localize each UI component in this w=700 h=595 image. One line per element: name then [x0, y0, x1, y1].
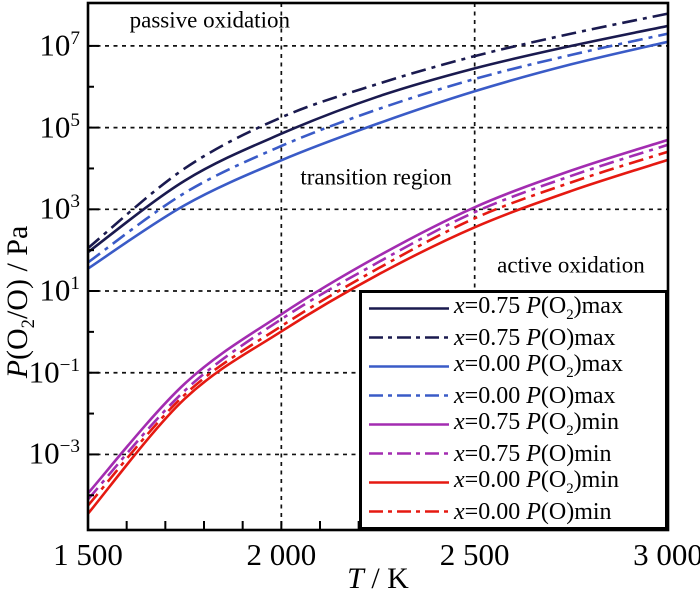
legend-swatch-line [369, 452, 449, 455]
series--x-0.75-P-O-2-max [88, 24, 668, 254]
annotation-active-oxidation: active oxidation [497, 252, 645, 278]
series--x-0.00-P-O-min [88, 150, 668, 507]
annotation-transition-region: transition region [300, 164, 452, 190]
x-tick-label: 2 000 [246, 537, 317, 572]
series--x-0.75-P-O-min [88, 143, 668, 501]
y-tick-label: 101 [39, 272, 80, 308]
legend-label: x=0.75 P(O)max [454, 324, 616, 351]
y-tick-label: 10−3 [28, 435, 80, 471]
legend-swatch-line [369, 423, 449, 426]
legend-item: x=0.00 P(O)min [362, 497, 665, 526]
legend-label: x=0.75 P(O2)max [454, 293, 623, 323]
legend-item: x=0.00 P(O2)min [362, 468, 665, 497]
y-tick-label: 105 [39, 109, 80, 145]
x-tick-label: 2 500 [439, 537, 510, 572]
legend-label: x=0.00 P(O)max [454, 382, 616, 409]
legend-swatch-line [369, 365, 449, 368]
legend-item: x=0.75 P(O)max [362, 323, 665, 352]
legend: x=0.75 P(O2)max x=0.75 P(O)max x=0.00 P(O2… [359, 290, 668, 530]
legend-swatch-line [369, 481, 449, 484]
y-tick-label: 107 [39, 27, 80, 63]
legend-label: x=0.75 P(O2)min [454, 409, 619, 439]
x-axis-title: T / K [347, 562, 409, 595]
series--x-0.00-P-O-2-min [88, 158, 668, 515]
legend-item: x=0.00 P(O2)max [362, 352, 665, 381]
legend-label: x=0.00 P(O)min [454, 498, 612, 525]
series--x-0.00-P-O-max [88, 32, 668, 264]
series--x-0.75-P-O-2-min [88, 138, 668, 495]
annotation-passive-oxidation: passive oxidation [129, 7, 290, 33]
series--x-0.75-P-O-max [88, 12, 668, 250]
legend-label: x=0.00 P(O2)min [454, 467, 619, 497]
legend-label: x=0.00 P(O2)max [454, 351, 623, 381]
legend-label: x=0.75 P(O)min [454, 440, 612, 467]
x-tick-label: 1 500 [53, 537, 123, 572]
legend-item: x=0.75 P(O2)min [362, 410, 665, 439]
y-axis-title: P(O2/O) / Pa [1, 225, 40, 379]
legend-swatch-line [369, 336, 449, 339]
series--x-0.00-P-O-2-max [88, 40, 668, 270]
legend-swatch-line [369, 307, 449, 310]
legend-swatch-line [369, 510, 449, 513]
y-tick-label: 10−1 [28, 354, 80, 390]
plot-frame [86, 1, 670, 532]
legend-item: x=0.75 P(O2)max [362, 294, 665, 323]
legend-item: x=0.00 P(O)max [362, 381, 665, 410]
x-tick-label: 3 000 [633, 537, 700, 572]
legend-swatch-line [369, 394, 449, 397]
y-tick-label: 103 [39, 190, 80, 226]
legend-item: x=0.75 P(O)min [362, 439, 665, 468]
